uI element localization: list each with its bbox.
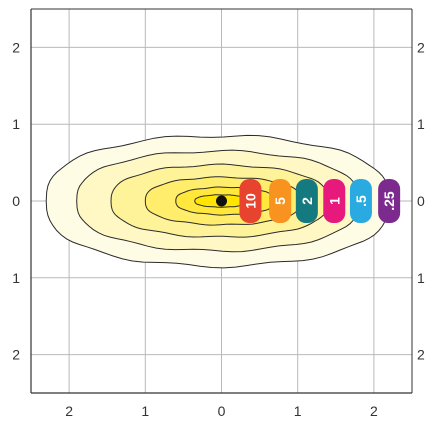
x-tick-label-3: 1 [294,403,302,419]
contour-label-badge-4 [269,179,292,223]
contour-label-text-0: .25 [381,191,397,211]
y-tick-label-right-0: 2 [417,39,425,55]
contour-label-text-4: 5 [272,197,288,205]
contour-label-0: .25 [378,179,401,223]
contour-labels: .25 .5 1 2 5 10 [239,179,401,223]
contour-label-badge-2 [323,179,346,223]
contour-label-2: 1 [323,179,346,223]
contour-label-3: 2 [295,179,318,223]
x-tick-label-1: 1 [141,403,149,419]
x-tick-label-0: 2 [65,403,73,419]
contour-label-text-5: 10 [242,193,258,209]
y-tick-label-0: 2 [12,39,20,55]
contour-label-5: 10 [239,179,262,223]
y-tick-label-right-4: 2 [417,347,425,363]
tick-labels: 2 1 0 1 22 21 10 01 12 2 [12,39,425,419]
contour-label-badge-5 [239,179,262,223]
y-tick-label-right-2: 0 [417,193,425,209]
y-tick-label-4: 2 [12,347,20,363]
x-tick-label-2: 0 [218,403,226,419]
y-tick-label-3: 1 [12,270,20,286]
contour-label-text-1: .5 [353,195,369,207]
contour-label-4: 5 [269,179,292,223]
center-point [216,195,227,207]
contour-label-badge-0 [378,179,401,223]
axes [30,8,413,394]
contour-label-badge-1 [349,179,372,223]
y-tick-label-2: 0 [12,193,20,209]
y-tick-label-right-1: 1 [417,116,425,132]
contour-label-badge-3 [295,179,318,223]
x-tick-label-4: 2 [370,403,378,419]
contour-label-text-2: 1 [326,197,342,205]
y-tick-label-1: 1 [12,116,20,132]
contour-label-text-3: 2 [299,197,315,205]
contour-label-1: .5 [349,179,372,223]
y-tick-label-right-3: 1 [417,270,425,286]
